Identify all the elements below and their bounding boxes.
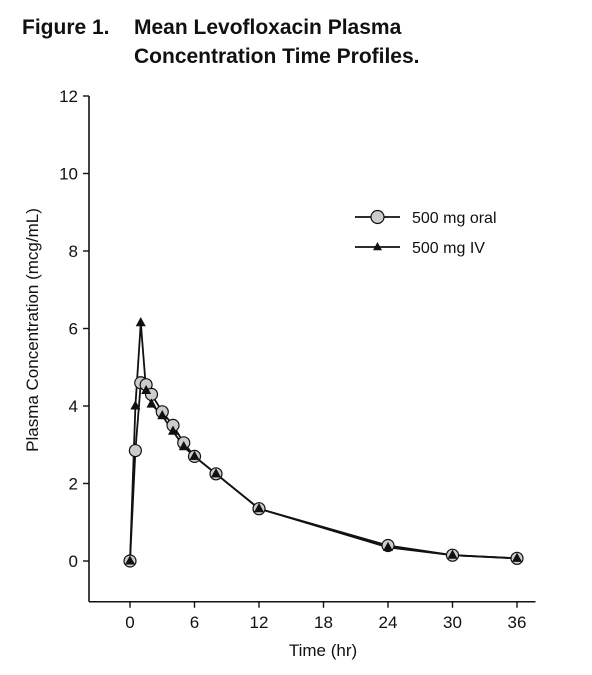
y-tick-label: 6 bbox=[69, 320, 78, 339]
x-tick-label: 24 bbox=[379, 613, 398, 632]
oral-data-point bbox=[128, 443, 142, 458]
y-axis-label: Plasma Concentration (mcg/mL) bbox=[23, 208, 42, 452]
x-tick-label: 18 bbox=[314, 613, 333, 632]
iv-data-point bbox=[135, 317, 146, 327]
iv-data-point bbox=[210, 468, 222, 478]
iv-data-point bbox=[178, 441, 189, 451]
iv-data-point bbox=[146, 398, 157, 408]
iv-data-point bbox=[253, 503, 265, 513]
x-tick-label: 12 bbox=[250, 613, 269, 632]
iv-data-point bbox=[189, 450, 200, 460]
y-tick-label: 10 bbox=[59, 165, 78, 184]
series-line-1 bbox=[129, 381, 518, 562]
legend: 500 mg oral 500 mg IV bbox=[355, 209, 497, 257]
legend-label: 500 mg oral bbox=[412, 210, 497, 227]
iv-data-point bbox=[382, 541, 394, 551]
x-tick-label: 6 bbox=[190, 613, 199, 632]
x-tick-label: 30 bbox=[443, 613, 462, 632]
legend-iv-marker bbox=[373, 242, 382, 251]
x-tick-label: 36 bbox=[508, 613, 527, 632]
iv-data-point bbox=[511, 552, 523, 562]
iv-data-point bbox=[130, 400, 141, 410]
iv-data-point bbox=[167, 425, 179, 435]
iv-data-point bbox=[157, 410, 168, 420]
iv-data-point bbox=[141, 384, 152, 395]
series-layer bbox=[123, 317, 524, 568]
y-tick-label: 0 bbox=[69, 552, 78, 571]
y-tick-label: 4 bbox=[69, 397, 78, 416]
y-tick-label: 12 bbox=[59, 87, 78, 106]
legend-label: 500 mg IV bbox=[412, 240, 485, 257]
legend-oral-marker bbox=[370, 209, 385, 225]
y-tick-label: 8 bbox=[69, 242, 78, 261]
figure-title: Figure 1. Mean Levofloxacin Plasma Concen… bbox=[22, 13, 420, 71]
figure-number: Figure 1. bbox=[22, 16, 110, 39]
iv-data-point bbox=[447, 549, 458, 559]
iv-data-point bbox=[124, 555, 136, 565]
x-axis-label: Time (hr) bbox=[289, 641, 357, 660]
figure-title-line2: Concentration Time Profiles. bbox=[134, 45, 420, 68]
figure-title-line1: Mean Levofloxacin Plasma bbox=[134, 16, 402, 39]
y-tick-label: 2 bbox=[69, 475, 78, 494]
x-tick-label: 0 bbox=[125, 613, 134, 632]
